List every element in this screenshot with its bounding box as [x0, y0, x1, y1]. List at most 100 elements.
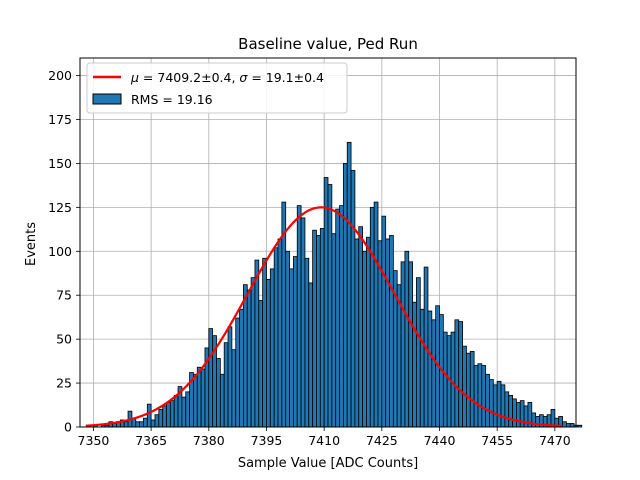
- x-axis-ticks: 7350 7365 7380 7395 7410 7425 7440 7455 7470: [78, 427, 571, 448]
- x-tick-label: 7470: [539, 433, 571, 448]
- chart-title: Baseline value, Ped Run: [238, 35, 418, 53]
- histogram-bar: [577, 424, 583, 428]
- histogram-bar: [123, 421, 129, 428]
- y-tick-label: 25: [56, 376, 72, 391]
- histogram-bar: [258, 300, 264, 428]
- histogram-bar: [185, 391, 190, 428]
- histogram-bar: [366, 236, 371, 428]
- histogram-bar: [308, 282, 314, 428]
- histogram-bar: [196, 366, 202, 428]
- histogram-bar: [312, 229, 317, 428]
- histogram-bar: [158, 409, 164, 428]
- histogram-bar: [489, 379, 494, 428]
- y-tick-label: 150: [48, 156, 72, 171]
- histogram-bar: [477, 363, 483, 428]
- histogram-bar: [400, 261, 406, 428]
- legend-separator: ,: [231, 70, 239, 85]
- histogram-bar: [358, 226, 364, 428]
- y-axis-label: Events: [24, 222, 39, 266]
- histogram-bar: [146, 403, 152, 428]
- histogram-bar: [485, 373, 490, 428]
- histogram-bar: [412, 301, 417, 428]
- histogram-bar: [273, 247, 279, 428]
- histogram-bar: [200, 368, 206, 428]
- histogram-bar: [269, 268, 275, 428]
- histogram-bar: [285, 250, 290, 428]
- histogram-bar: [219, 373, 225, 428]
- histogram-bar: [154, 414, 160, 428]
- histogram-bar: [331, 233, 337, 428]
- histogram-bar: [166, 401, 171, 428]
- legend-fit-label: μ = 7409.2±0.4, σ = 19.1±0.4: [130, 70, 324, 85]
- histogram-bar: [181, 396, 187, 428]
- plot-frame: [79, 57, 577, 428]
- histogram-bar: [292, 256, 298, 428]
- histogram-bar: [296, 205, 302, 428]
- histogram-bar: [512, 398, 517, 428]
- histogram-bar: [300, 217, 306, 428]
- histogram-bar: [500, 384, 506, 428]
- histogram-bar: [469, 351, 475, 428]
- histogram-bar: [342, 163, 348, 428]
- histogram-bar: [416, 277, 421, 428]
- histogram-bar: [419, 308, 425, 428]
- histogram-bar: [450, 331, 456, 428]
- histogram-bar: [408, 261, 413, 428]
- histogram-bar: [316, 235, 321, 428]
- histogram-bar: [216, 358, 221, 428]
- histogram-bar: [569, 423, 575, 428]
- histogram-bar: [473, 365, 479, 428]
- histogram-bar: [354, 238, 360, 428]
- histogram-bar: [250, 277, 256, 428]
- legend-box: [86, 62, 348, 114]
- histogram-bar: [442, 331, 448, 428]
- histogram-bar: [466, 352, 471, 428]
- histogram-bar: [289, 268, 294, 428]
- histogram-bar: [135, 421, 140, 428]
- histogram-bar: [427, 310, 433, 428]
- histogram-bar: [565, 423, 571, 428]
- y-tick-label: 200: [48, 68, 72, 83]
- histogram-bar: [319, 228, 325, 428]
- histogram-bar: [362, 250, 367, 428]
- histogram-bar: [385, 238, 390, 428]
- y-tick-label: 175: [48, 112, 72, 127]
- histogram-bar: [504, 391, 510, 428]
- histogram-bar: [335, 208, 340, 428]
- x-tick-label: 7395: [251, 433, 283, 448]
- x-tick-label: 7425: [366, 433, 398, 448]
- y-tick-label: 100: [48, 244, 72, 259]
- histogram-bar: [496, 380, 502, 428]
- x-tick-label: 7455: [481, 433, 513, 448]
- histogram-bar: [173, 394, 179, 428]
- y-tick-label: 0: [64, 420, 72, 435]
- legend-hist-swatch: [92, 93, 122, 105]
- gaussian-fit-curve: [85, 206, 563, 428]
- histogram-bar: [458, 321, 463, 428]
- legend-sigma-symbol: σ =: [239, 70, 265, 85]
- histogram-bar: [462, 345, 467, 428]
- x-tick-label: 7440: [424, 433, 456, 448]
- histogram-bar: [350, 170, 356, 428]
- fit-curve-group: [85, 206, 563, 428]
- histogram-bar: [235, 317, 240, 428]
- legend-sigma-value: 19.1±0.4: [266, 70, 324, 85]
- x-tick-label: 7410: [308, 433, 340, 448]
- histogram-bar: [262, 257, 267, 428]
- histogram-bar: [304, 257, 310, 428]
- histogram-bar: [277, 238, 283, 428]
- histogram-bar: [254, 259, 260, 428]
- histogram-bar: [339, 205, 344, 428]
- y-tick-label: 125: [48, 200, 72, 215]
- histogram-bar: [246, 289, 252, 428]
- histogram-bar: [535, 416, 540, 428]
- histogram-bar: [327, 184, 333, 428]
- x-tick-label: 7350: [78, 433, 110, 448]
- histogram-bar: [381, 215, 387, 428]
- histogram-bar: [323, 177, 329, 428]
- histogram-bar: [404, 250, 410, 428]
- histogram-bar: [162, 405, 167, 428]
- histogram-bar: [227, 326, 233, 428]
- histogram-bar: [481, 365, 487, 428]
